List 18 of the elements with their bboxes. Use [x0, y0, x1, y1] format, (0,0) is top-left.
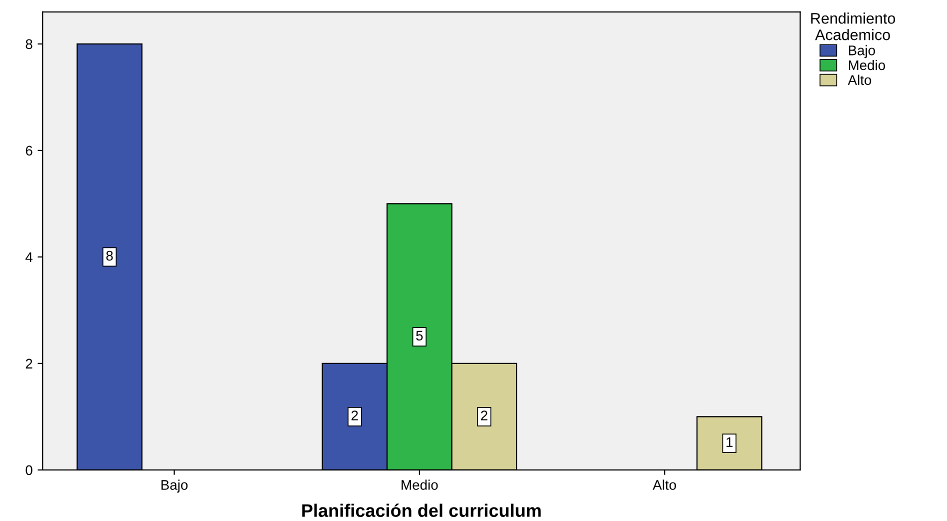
- x-tick-label: Medio: [402, 480, 438, 490]
- y-tick-label: 6: [26, 146, 32, 156]
- x-tick-label: Alto: [652, 480, 676, 490]
- y-tick-label: 8: [26, 39, 32, 50]
- legend-label: Bajo: [848, 45, 876, 58]
- y-tick-label: 4: [25, 252, 32, 262]
- y-tick-label: 0: [26, 465, 32, 476]
- legend-label: Alto: [848, 74, 872, 85]
- x-axis-title: Planificación del curriculum: [302, 504, 541, 517]
- y-tick-label: 2: [26, 358, 32, 368]
- data-label: 2: [352, 410, 358, 420]
- data-label: 1: [726, 437, 733, 447]
- legend-title: Rendimiento Academico: [811, 12, 896, 40]
- x-tick-label: Bajo: [162, 480, 188, 493]
- legend-label: Medio: [848, 60, 886, 70]
- data-label: 2: [481, 410, 488, 420]
- data-label: 5: [416, 330, 423, 341]
- data-label: 8: [106, 250, 113, 261]
